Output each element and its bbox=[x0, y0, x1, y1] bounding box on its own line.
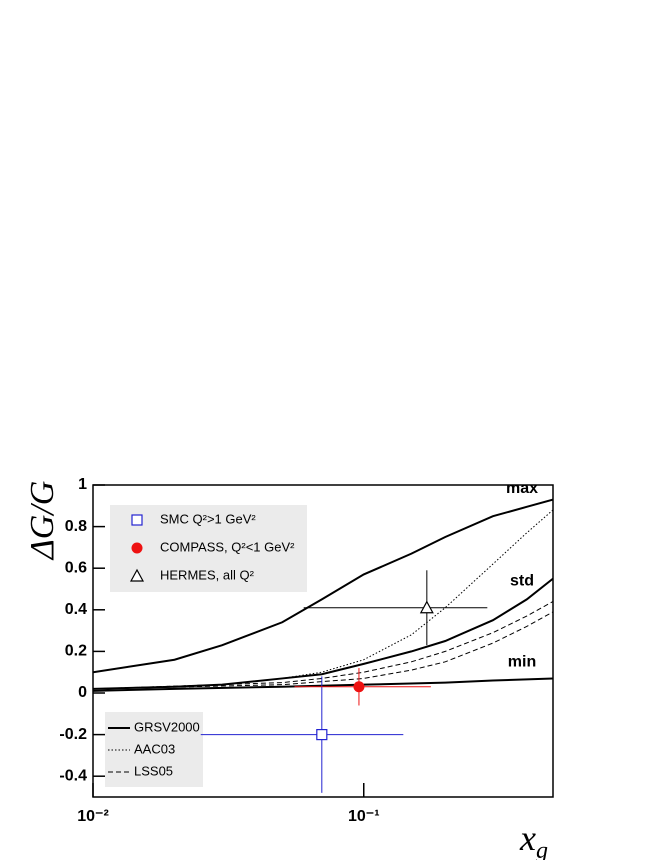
y-tick-label: 0 bbox=[78, 684, 87, 701]
y-tick-label: -0.4 bbox=[59, 767, 87, 784]
y-tick-label: 0.2 bbox=[65, 643, 87, 660]
y-axis-title: ΔG/G bbox=[24, 481, 61, 562]
curve bbox=[93, 601, 553, 690]
x-tick-label: 10⁻² bbox=[77, 808, 109, 825]
x-tick-label: 10⁻¹ bbox=[348, 808, 380, 825]
legend-label: HERMES, all Q² bbox=[160, 567, 255, 582]
curve-label: std bbox=[510, 573, 534, 590]
y-tick-label: 1 bbox=[78, 476, 87, 493]
y-tick-label: 0.6 bbox=[65, 559, 87, 576]
curve bbox=[93, 498, 553, 674]
legend-label: AAC03 bbox=[134, 741, 175, 756]
y-tick-label: 0.8 bbox=[65, 518, 87, 535]
x-axis-title-main: x bbox=[519, 818, 536, 858]
plot-area bbox=[93, 498, 553, 793]
curves-legend-box bbox=[105, 712, 203, 787]
plot-frame bbox=[92, 484, 554, 798]
y-tick-label: -0.2 bbox=[59, 726, 87, 743]
curve-label: max bbox=[506, 480, 538, 497]
legend-marker bbox=[131, 542, 143, 554]
points-legend-box bbox=[110, 505, 307, 592]
legend-label: LSS05 bbox=[134, 763, 173, 778]
legend-marker bbox=[131, 514, 143, 526]
legend-label: COMPASS, Q²<1 GeV² bbox=[160, 539, 295, 554]
x-axis-title-sub: g bbox=[536, 838, 548, 861]
curve bbox=[93, 611, 553, 690]
y-tick-label: 0.4 bbox=[65, 601, 87, 618]
data-point bbox=[419, 600, 434, 614]
curve bbox=[93, 677, 553, 692]
legend-marker bbox=[129, 568, 145, 582]
legend-label: SMC Q²>1 GeV² bbox=[160, 511, 256, 526]
data-point bbox=[316, 728, 328, 741]
legend-label: GRSV2000 bbox=[134, 719, 200, 734]
curve-label: min bbox=[508, 654, 536, 671]
x-axis-title: xg bbox=[519, 818, 548, 860]
data-point bbox=[353, 681, 365, 693]
curve bbox=[93, 577, 553, 690]
